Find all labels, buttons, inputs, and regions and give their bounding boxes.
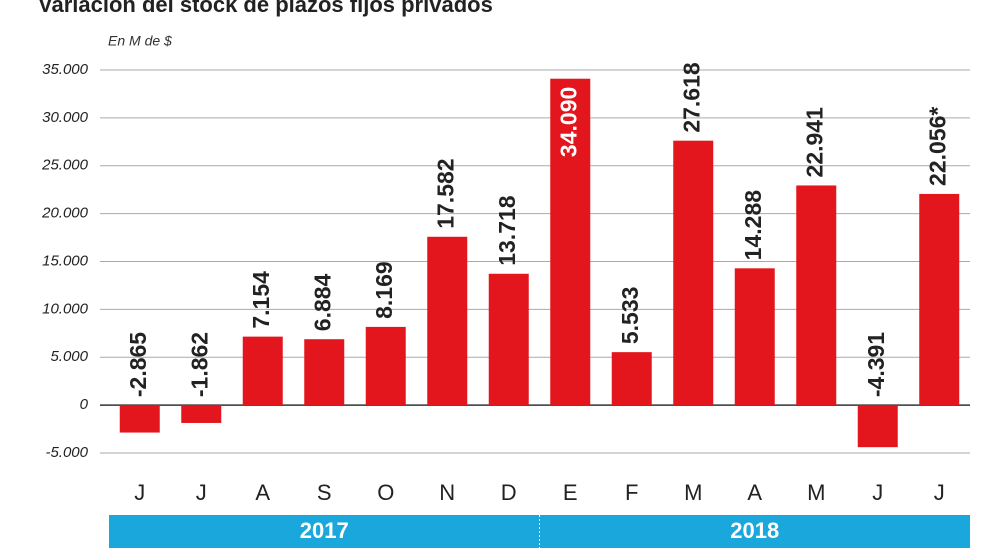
bar xyxy=(242,336,283,406)
bar xyxy=(181,405,222,423)
y-tick-label: 0 xyxy=(80,396,89,413)
x-tick-label: J xyxy=(934,480,945,505)
y-tick-label: 30.000 xyxy=(42,109,89,126)
x-tick-label: N xyxy=(439,480,455,505)
value-label: 7.154 xyxy=(248,271,274,329)
y-tick-label: 5.000 xyxy=(50,348,88,365)
value-label: 17.582 xyxy=(432,158,458,228)
bar xyxy=(919,193,960,406)
x-tick-label: M xyxy=(807,480,825,505)
bar xyxy=(611,352,652,406)
value-label: 27.618 xyxy=(678,62,704,133)
value-label: -2.865 xyxy=(125,332,151,397)
chart-subtitle: En M de $ xyxy=(108,33,172,49)
x-tick-label: O xyxy=(377,480,394,505)
bar xyxy=(857,405,898,448)
y-tick-label: 20.000 xyxy=(41,205,89,222)
x-tick-label: J xyxy=(134,480,145,505)
year-label: 2017 xyxy=(300,518,349,543)
x-tick-label: F xyxy=(625,480,638,505)
x-tick-label: S xyxy=(317,480,332,505)
value-label: -4.391 xyxy=(863,332,889,397)
y-tick-label: 10.000 xyxy=(42,300,89,317)
bar xyxy=(673,140,714,406)
bar xyxy=(796,185,837,406)
value-label: 5.533 xyxy=(617,287,643,345)
bar xyxy=(365,326,406,406)
y-tick-label: -5.000 xyxy=(45,444,88,461)
x-tick-label: A xyxy=(747,480,762,505)
value-label: 8.169 xyxy=(371,261,397,319)
y-tick-label: 35.000 xyxy=(42,61,89,78)
y-tick-label: 25.000 xyxy=(41,157,89,174)
y-tick-label: 15.000 xyxy=(42,252,89,269)
value-label: 22.941 xyxy=(801,107,827,178)
bar xyxy=(119,405,160,433)
x-tick-label: E xyxy=(563,480,578,505)
year-label: 2018 xyxy=(730,518,779,543)
chart-title: Variación del stock de plazos fijos priv… xyxy=(38,0,493,17)
value-label: 34.090 xyxy=(555,87,581,157)
value-label: 14.288 xyxy=(740,190,766,261)
value-label: -1.862 xyxy=(186,332,212,397)
bar xyxy=(734,268,775,406)
bar xyxy=(427,236,468,406)
bar xyxy=(304,339,345,406)
value-label: 22.056* xyxy=(924,107,950,186)
bar xyxy=(488,273,529,406)
x-tick-label: J xyxy=(196,480,207,505)
x-tick-label: M xyxy=(684,480,702,505)
bar xyxy=(550,78,591,406)
x-tick-label: A xyxy=(255,480,270,505)
value-label: 6.884 xyxy=(309,273,335,331)
x-tick-label: D xyxy=(501,480,517,505)
x-tick-label: J xyxy=(872,480,883,505)
value-label: 13.718 xyxy=(494,195,520,266)
